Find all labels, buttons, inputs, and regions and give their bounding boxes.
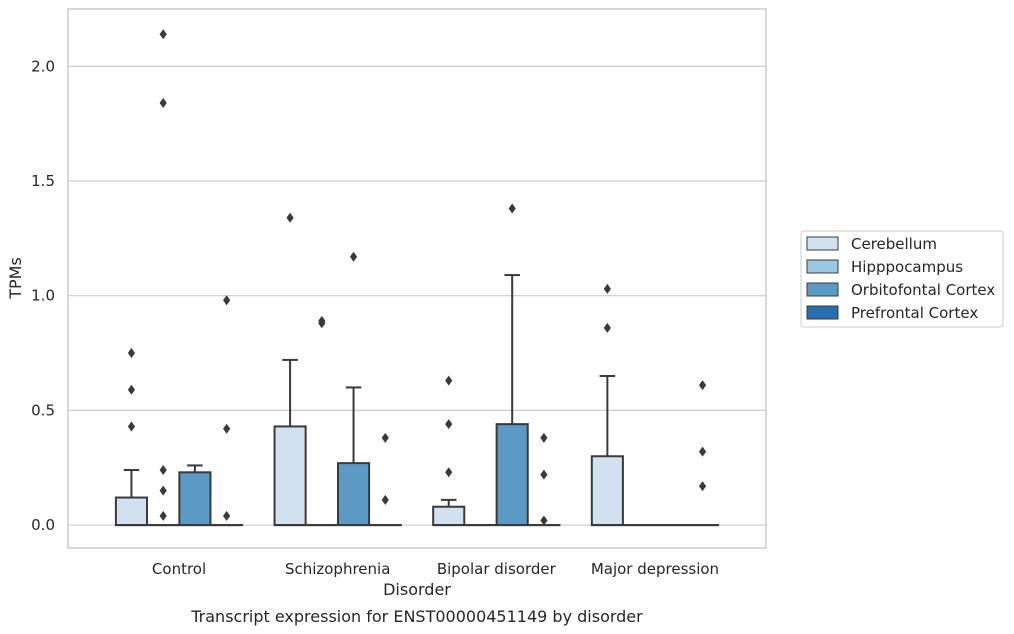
x-tick-label: Control <box>152 560 206 578</box>
outlier-point <box>540 432 548 443</box>
y-tick-label: 0.5 <box>31 401 55 419</box>
y-axis-label: TPMs <box>6 257 25 300</box>
box <box>432 505 466 527</box>
y-tick-label: 2.0 <box>31 57 55 75</box>
box <box>495 423 529 527</box>
box-group <box>210 295 244 527</box>
outlier-point <box>159 29 167 40</box>
box-group <box>495 203 529 527</box>
outlier-point <box>445 467 453 478</box>
box-group <box>432 375 466 527</box>
x-axis-label: Disorder <box>383 580 451 599</box>
box <box>336 462 371 527</box>
box <box>273 425 307 527</box>
box-group <box>114 348 149 527</box>
chart-caption: Transcript expression for ENST0000045114… <box>190 607 643 626</box>
outlier-point <box>445 419 453 430</box>
outlier-point <box>698 481 707 492</box>
outlier-point <box>381 432 389 443</box>
box-group <box>590 283 624 527</box>
box-group <box>178 464 212 527</box>
outlier-point <box>381 494 389 505</box>
box <box>114 496 149 527</box>
y-tick-label: 1.0 <box>31 287 55 305</box>
outlier-point <box>127 421 136 432</box>
box-group <box>336 251 371 527</box>
legend-swatch <box>806 282 839 297</box>
legend-label: Hipppocampus <box>851 258 963 276</box>
outlier-point <box>603 322 611 333</box>
outlier-point <box>603 283 611 294</box>
outlier-point <box>286 212 294 223</box>
outlier-point <box>318 318 326 329</box>
legend-frame <box>800 230 1004 328</box>
legend-label: Prefrontal Cortex <box>851 304 978 322</box>
box-group <box>368 432 402 527</box>
outlier-point <box>159 510 167 521</box>
x-tick-labels: Control Schizophrenia Bipolar disorder Majo… <box>152 560 719 578</box>
boxes <box>114 29 720 527</box>
outlier-point <box>540 469 548 480</box>
box-group <box>273 212 307 527</box>
outlier-point <box>159 98 167 109</box>
box <box>178 471 212 527</box>
legend: Cerebellum Hipppocampus Orbitofontal Corte… <box>800 230 1004 328</box>
outlier-point <box>349 251 358 262</box>
outlier-point <box>698 380 707 391</box>
legend-swatch <box>806 236 839 251</box>
outlier-point <box>159 465 167 476</box>
y-tick-label: 0.0 <box>31 516 55 534</box>
outlier-point <box>540 515 548 526</box>
outlier-point <box>698 446 707 457</box>
y-tick-labels: 0.0 0.5 1.0 1.5 2.0 <box>31 57 55 534</box>
box <box>590 455 624 527</box>
legend-label: Cerebellum <box>851 235 937 253</box>
outlier-point <box>508 203 516 214</box>
legend-swatch <box>806 259 839 274</box>
outlier-point <box>223 295 231 306</box>
y-tick-label: 1.5 <box>31 172 55 190</box>
outlier-point <box>159 485 167 496</box>
outlier-point <box>127 348 136 359</box>
outlier-point <box>127 384 136 395</box>
x-tick-label: Major depression <box>591 560 719 578</box>
grid-lines <box>68 65 766 526</box>
legend-label: Orbitofontal Cortex <box>851 281 995 299</box>
plot-area-frame <box>67 8 767 549</box>
box-group <box>146 29 180 527</box>
outlier-point <box>223 423 231 434</box>
x-tick-label: Bipolar disorder <box>437 560 557 578</box>
box-group <box>527 432 561 527</box>
outlier-point <box>445 375 453 386</box>
box-group <box>685 380 720 527</box>
outlier-point <box>223 510 231 521</box>
legend-swatch <box>806 305 839 320</box>
box-group <box>305 315 339 527</box>
x-tick-label: Schizophrenia <box>285 560 390 578</box>
